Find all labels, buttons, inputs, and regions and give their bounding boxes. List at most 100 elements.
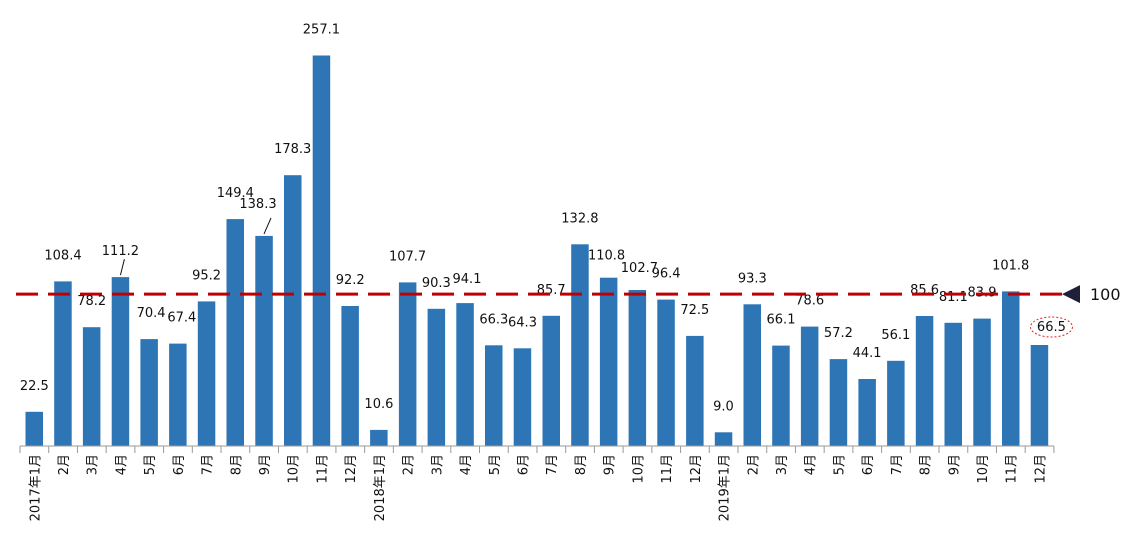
bar bbox=[312, 55, 331, 446]
bar bbox=[743, 304, 761, 446]
value-label: 111.2 bbox=[102, 244, 139, 259]
x-tick-label: 5月 bbox=[832, 454, 847, 475]
value-label: 72.5 bbox=[680, 303, 709, 318]
bar bbox=[82, 327, 101, 446]
x-tick-label: 2月 bbox=[746, 454, 761, 475]
x-tick-label: 3月 bbox=[86, 454, 101, 475]
x-tick-label: 6月 bbox=[861, 454, 876, 475]
x-tick-label: 8月 bbox=[574, 454, 589, 475]
value-label: 67.4 bbox=[167, 311, 196, 326]
x-tick-label: 12月 bbox=[1033, 454, 1048, 484]
value-label: 66.1 bbox=[767, 313, 796, 328]
bar bbox=[628, 290, 647, 446]
bar bbox=[284, 175, 302, 446]
x-tick-label: 2月 bbox=[402, 454, 417, 475]
x-tick-label: 4月 bbox=[804, 454, 819, 475]
bar bbox=[427, 308, 446, 446]
x-tick-label: 2月 bbox=[57, 454, 72, 475]
value-label: 101.8 bbox=[992, 258, 1029, 273]
x-tick-label: 3月 bbox=[775, 454, 790, 475]
bar bbox=[456, 303, 474, 446]
bar bbox=[25, 411, 43, 446]
value-label: 108.4 bbox=[44, 248, 81, 263]
value-label: 70.4 bbox=[137, 306, 166, 321]
x-tick-label: 9月 bbox=[947, 454, 962, 475]
reference-marker-triangle-icon bbox=[1062, 285, 1080, 304]
x-tick-label: 6月 bbox=[172, 454, 187, 475]
x-tick-label: 9月 bbox=[603, 454, 618, 475]
bar bbox=[54, 281, 72, 446]
x-tick-label: 7月 bbox=[201, 454, 216, 475]
bar bbox=[1030, 345, 1049, 446]
value-label: 57.2 bbox=[824, 326, 853, 341]
value-label: 81.1 bbox=[939, 290, 968, 305]
bar bbox=[197, 301, 216, 446]
x-tick-label: 10月 bbox=[631, 454, 646, 484]
leader-line bbox=[119, 258, 125, 276]
x-tick-labels-group: 2017年1月 2月 3月 4月 5月 6月 7月 8月 9月 10月 11月 12月 2018年1月 2… bbox=[19, 446, 1055, 521]
x-tick-label: 2017年1月 bbox=[28, 454, 43, 521]
bar bbox=[255, 235, 273, 446]
x-tick-label: 11月 bbox=[1005, 454, 1020, 484]
x-tick-label: 4月 bbox=[459, 454, 474, 475]
value-label: 149.4 bbox=[217, 186, 254, 201]
highlight-ellipse bbox=[1029, 316, 1073, 338]
bar bbox=[485, 345, 503, 446]
bar bbox=[686, 335, 704, 446]
bar bbox=[800, 326, 819, 446]
bar bbox=[140, 339, 158, 446]
reference-line-label: 100 bbox=[1090, 285, 1121, 304]
value-label: 93.3 bbox=[738, 271, 767, 286]
value-label: 92.2 bbox=[336, 273, 365, 288]
value-label: 10.6 bbox=[364, 397, 393, 412]
value-label: 78.2 bbox=[77, 294, 106, 309]
bar bbox=[714, 432, 733, 446]
value-label: 107.7 bbox=[389, 249, 426, 264]
x-tick-label: 2019年1月 bbox=[718, 454, 733, 521]
bar bbox=[829, 359, 848, 446]
bar bbox=[973, 318, 991, 446]
value-label: 110.8 bbox=[588, 249, 625, 264]
value-label: 102.7 bbox=[621, 261, 658, 276]
value-label: 132.8 bbox=[561, 211, 598, 226]
x-tick-label: 2018年1月 bbox=[373, 454, 388, 521]
value-label: 94.1 bbox=[453, 272, 482, 287]
value-label: 257.1 bbox=[303, 23, 340, 38]
bar bbox=[341, 306, 359, 446]
value-label: 66.5 bbox=[1037, 320, 1066, 335]
value-label: 78.6 bbox=[795, 294, 824, 309]
bar bbox=[169, 343, 187, 446]
value-label: 96.4 bbox=[652, 267, 681, 282]
bar bbox=[858, 379, 876, 446]
value-labels-group: 22.5 108.4 78.2 111.2 70.4 67.4 95.2 149.4138.3… bbox=[20, 23, 1073, 414]
bar bbox=[915, 316, 934, 446]
bar bbox=[599, 277, 618, 446]
x-tick-label: 11月 bbox=[315, 454, 330, 484]
value-label: 138.3 bbox=[239, 197, 276, 212]
bar bbox=[111, 277, 130, 446]
x-tick-label: 10月 bbox=[287, 454, 302, 484]
bar bbox=[513, 348, 532, 446]
value-label: 95.2 bbox=[192, 268, 221, 283]
x-tick-label: 7月 bbox=[545, 454, 560, 475]
x-tick-label: 10月 bbox=[976, 454, 991, 484]
x-tick-label: 5月 bbox=[143, 454, 158, 475]
value-label: 56.1 bbox=[881, 328, 910, 343]
value-label: 44.1 bbox=[853, 346, 882, 361]
x-tick-label: 12月 bbox=[344, 454, 359, 484]
x-tick-label: 5月 bbox=[488, 454, 503, 475]
bar bbox=[370, 429, 388, 446]
x-tick-label: 9月 bbox=[258, 454, 273, 475]
bar bbox=[657, 299, 675, 446]
bar bbox=[226, 219, 244, 446]
x-tick-label: 3月 bbox=[430, 454, 445, 475]
bar bbox=[398, 282, 417, 446]
value-label: 66.3 bbox=[479, 312, 508, 327]
bar bbox=[887, 360, 905, 446]
bar bbox=[944, 322, 962, 446]
x-tick-label: 6月 bbox=[516, 454, 531, 475]
value-label: 178.3 bbox=[274, 142, 311, 157]
x-tick-label: 11月 bbox=[660, 454, 675, 484]
bar bbox=[571, 244, 589, 446]
